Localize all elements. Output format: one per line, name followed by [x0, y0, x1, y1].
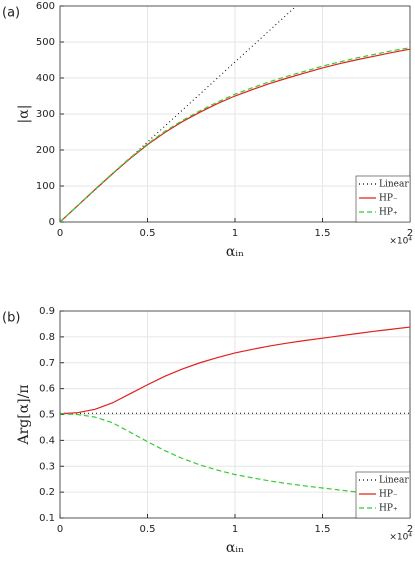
legend-label: HP₊ — [379, 208, 398, 218]
legend-label: HP₊ — [379, 504, 398, 514]
y-tick-label: 100 — [36, 181, 55, 192]
x-tick-label: 2 — [407, 524, 413, 535]
y-tick-label: 0.2 — [39, 487, 55, 498]
y-tick-label: 300 — [36, 109, 55, 120]
y-tick-label: 600 — [36, 1, 55, 12]
x-tick-label: 0.5 — [140, 228, 156, 239]
x-tick-label: 1.5 — [315, 524, 331, 535]
x-tick-label: 0 — [57, 228, 63, 239]
legend-box — [355, 471, 411, 519]
y-tick-label: 0.6 — [39, 384, 55, 395]
y-tick-label: 400 — [36, 73, 55, 84]
legend-label: HP₋ — [379, 490, 398, 500]
y-tick-label: 0.7 — [39, 358, 55, 369]
y-axis-label: Arg[α]/π — [16, 384, 32, 445]
y-tick-label: 0.5 — [39, 410, 55, 421]
x-tick-label: 0.5 — [140, 524, 156, 535]
y-tick-label: 500 — [36, 37, 55, 48]
y-tick-label: 0 — [49, 217, 55, 228]
y-tick-label: 0.1 — [39, 513, 55, 524]
x-exponent: ×10⁴ — [389, 533, 412, 543]
y-tick-label: 0.8 — [39, 332, 55, 343]
y-tick-label: 0.3 — [39, 461, 55, 472]
x-tick-label: 1 — [232, 524, 238, 535]
axes-frame — [59, 5, 411, 223]
legend-label: Linear — [379, 180, 409, 190]
series-line — [60, 48, 410, 222]
x-axis-label: αᵢₙ — [226, 244, 244, 260]
series-line — [60, 47, 410, 222]
legend-label: HP₋ — [379, 194, 398, 204]
series-line — [60, 413, 410, 502]
x-tick-label: 1.5 — [315, 228, 331, 239]
x-axis-label: αᵢₙ — [226, 540, 244, 556]
series-line — [60, 326, 410, 415]
y-axis-label: |α| — [16, 105, 32, 124]
legend-label: Linear — [379, 476, 409, 486]
panel-label: (b) — [2, 311, 20, 326]
x-tick-label: 2 — [407, 228, 413, 239]
panel-label: (a) — [2, 6, 20, 21]
x-tick-label: 0 — [57, 524, 63, 535]
y-tick-label: 200 — [36, 145, 55, 156]
x-tick-label: 1 — [232, 228, 238, 239]
legend-box — [355, 175, 411, 223]
axes-frame — [59, 310, 411, 519]
y-tick-label: 0.4 — [39, 435, 55, 446]
x-exponent: ×10⁴ — [389, 237, 412, 247]
series-line — [60, 6, 297, 222]
y-tick-label: 0.9 — [39, 306, 55, 317]
